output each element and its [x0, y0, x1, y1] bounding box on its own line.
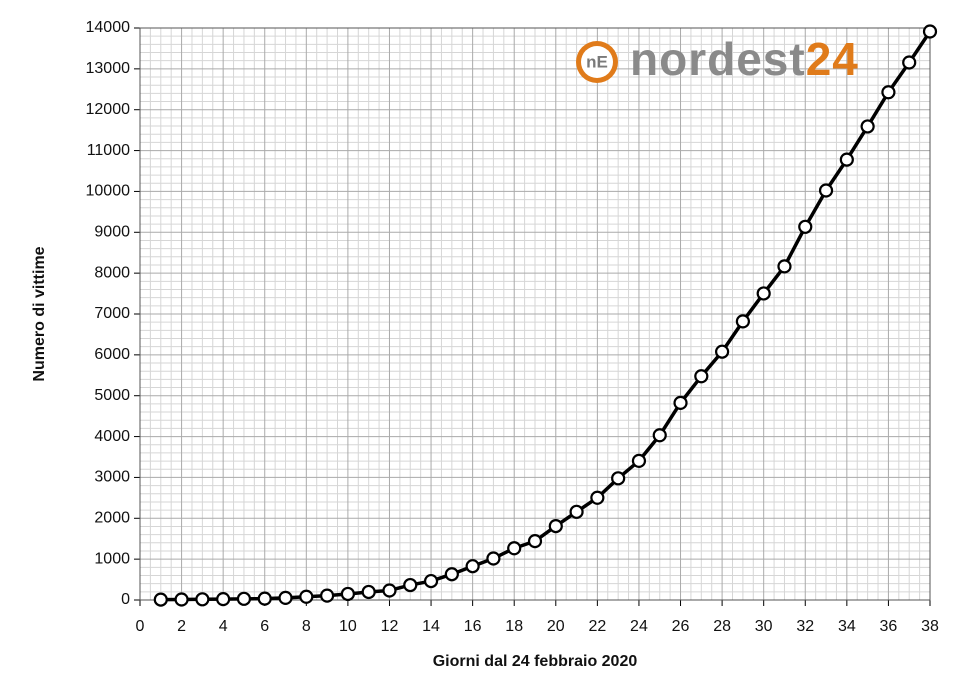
- y-tick-label: 2000: [94, 510, 130, 527]
- data-point: [278, 590, 293, 605]
- data-point: [839, 152, 854, 167]
- data-point: [818, 183, 834, 198]
- x-tick-label: 14: [422, 618, 440, 635]
- x-tick-label: 10: [339, 618, 357, 635]
- data-point: [174, 592, 189, 607]
- y-tick-label: 0: [121, 591, 130, 608]
- data-point: [590, 490, 605, 505]
- y-tick-label: 7000: [94, 305, 130, 322]
- logo-number: 24: [806, 33, 859, 85]
- plot-frame: [139, 27, 931, 601]
- x-tick-label: 18: [505, 618, 523, 635]
- y-axis-title: Numero di vittime: [31, 246, 48, 381]
- data-point: [299, 589, 314, 604]
- data-point: [320, 588, 335, 603]
- axes: 0 2 4 6 8 10 12 14 16 18 20 22 24 26 28 30 32 34 36 3801000…: [86, 19, 940, 635]
- data-point: [922, 24, 938, 39]
- y-tick-label: 8000: [94, 264, 130, 281]
- data-point: [216, 592, 231, 607]
- x-tick-label: 8: [302, 618, 311, 635]
- y-tick-label: 11000: [87, 142, 130, 159]
- y-tick-label: 12000: [86, 101, 131, 118]
- x-tick-label: 28: [713, 618, 731, 635]
- data-point: [902, 55, 917, 70]
- y-tick-label: 6000: [94, 346, 130, 363]
- grid: [139, 27, 931, 601]
- y-tick-label: 1000: [94, 550, 130, 567]
- data-point: [527, 534, 543, 549]
- y-tick-label: 4000: [94, 428, 130, 445]
- data-point: [777, 259, 792, 274]
- x-tick-label: 4: [219, 618, 228, 635]
- data-point: [507, 541, 522, 556]
- data: [153, 24, 938, 607]
- data-point: [798, 219, 813, 234]
- x-tick-label: 0: [136, 618, 145, 635]
- x-axis-title: Giorni dal 24 febbraio 2020: [433, 653, 638, 670]
- y-tick-label: 10000: [86, 183, 131, 200]
- x-tick-label: 16: [464, 618, 482, 635]
- x-tick-label: 30: [755, 618, 773, 635]
- watermark: nE nordest24: [576, 33, 859, 85]
- data-point: [382, 583, 397, 598]
- data-point: [444, 567, 459, 582]
- y-tick-label: 5000: [94, 387, 130, 404]
- y-tick-label: 3000: [94, 469, 130, 486]
- x-tick-label: 38: [921, 618, 939, 635]
- data-point: [860, 119, 875, 134]
- x-tick-label: 26: [672, 618, 690, 635]
- data-point: [756, 286, 771, 301]
- data-point: [715, 344, 730, 359]
- x-tick-label: 6: [260, 618, 269, 635]
- data-point: [403, 577, 418, 593]
- data-point: [361, 584, 376, 600]
- logo-name: nordest: [630, 33, 806, 85]
- x-tick-label: 32: [796, 618, 814, 635]
- x-tick-label: 20: [547, 618, 565, 635]
- data-point: [257, 591, 272, 606]
- data-point: [423, 573, 439, 589]
- logo-icon-inner: [581, 46, 613, 78]
- data-point: [881, 85, 896, 100]
- logo-text: nordest24: [630, 33, 859, 85]
- x-tick-label: 36: [880, 618, 898, 635]
- x-tick-label: 12: [381, 618, 399, 635]
- data-point: [735, 314, 750, 329]
- y-tick-label: 9000: [94, 224, 130, 241]
- data-point: [195, 592, 210, 607]
- x-tick-label: 22: [588, 618, 606, 635]
- x-tick-label: 34: [838, 618, 856, 635]
- data-point: [631, 453, 647, 468]
- logo-icon-text: nE: [586, 52, 608, 71]
- data-point: [340, 586, 355, 602]
- data-point: [548, 518, 563, 534]
- y-tick-label: 13000: [86, 60, 131, 77]
- data-point: [652, 428, 667, 443]
- x-tick-label: 24: [630, 618, 648, 635]
- data-point: [465, 559, 480, 574]
- y-tick-label: 14000: [86, 19, 131, 36]
- data-point: [673, 395, 688, 410]
- x-tick-label: 2: [177, 618, 186, 635]
- data-point: [236, 591, 252, 606]
- data-point: [486, 551, 501, 566]
- data-point: [153, 592, 168, 607]
- data-point: [694, 369, 709, 384]
- data-point: [611, 471, 626, 486]
- data-point: [569, 504, 584, 519]
